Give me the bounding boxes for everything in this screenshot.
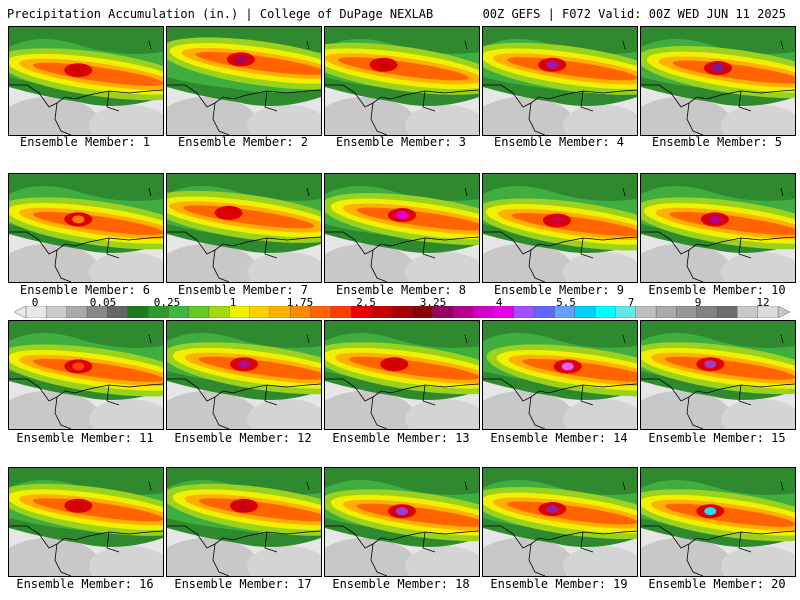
member-label: Ensemble Member: 8	[335, 283, 467, 297]
colorbar-segment	[330, 306, 352, 318]
ensemble-member-panel	[8, 173, 164, 283]
colorbar-segment	[655, 306, 677, 318]
member-label: Ensemble Member: 13	[332, 431, 470, 445]
colorbar-segment	[635, 306, 657, 318]
ensemble-member-panel	[324, 467, 480, 577]
colorbar-segment	[513, 306, 535, 318]
colorbar-segment	[533, 306, 555, 318]
run-valid-time: 00Z GEFS | F072 Valid: 00Z WED JUN 11 20…	[482, 7, 786, 21]
colorbar-tick-label: 2.5	[356, 296, 376, 309]
ensemble-member-panel	[166, 173, 322, 283]
colorbar-tick-label: 9	[694, 296, 702, 309]
member-label: Ensemble Member: 14	[490, 431, 628, 445]
colorbar-tick-label: 3.25	[419, 296, 447, 309]
colorbar-right-arrow	[777, 306, 790, 318]
member-label: Ensemble Member: 2	[177, 135, 309, 149]
colorbar-segment	[574, 306, 596, 318]
colorbar-segment	[66, 306, 88, 318]
member-label: Ensemble Member: 19	[490, 577, 628, 591]
member-label: Ensemble Member: 7	[177, 283, 309, 297]
member-label: Ensemble Member: 18	[332, 577, 470, 591]
ensemble-member-panel	[640, 26, 796, 136]
ensemble-member-panel	[166, 26, 322, 136]
colorbar-segment	[127, 306, 149, 318]
colorbar-segment	[310, 306, 332, 318]
colorbar-segment	[594, 306, 616, 318]
ensemble-member-panel	[166, 467, 322, 577]
member-label: Ensemble Member: 3	[335, 135, 467, 149]
colorbar-segment	[737, 306, 759, 318]
member-label: Ensemble Member: 9	[493, 283, 625, 297]
chart-title: Precipitation Accumulation (in.) | Colle…	[7, 7, 434, 21]
colorbar-segment	[249, 306, 271, 318]
ensemble-member-panel	[482, 467, 638, 577]
colorbar-tick-label: 0.05	[89, 296, 117, 309]
ensemble-member-panel	[8, 320, 164, 430]
colorbar-segment	[716, 306, 738, 318]
colorbar-tick-label: 5.5	[556, 296, 576, 309]
ensemble-member-panel	[8, 467, 164, 577]
member-label: Ensemble Member: 4	[493, 135, 625, 149]
ensemble-member-panel	[482, 320, 638, 430]
ensemble-member-panel	[482, 173, 638, 283]
colorbar-segment	[46, 306, 68, 318]
member-label: Ensemble Member: 11	[16, 431, 154, 445]
member-label: Ensemble Member: 10	[648, 283, 786, 297]
ensemble-member-panel	[166, 320, 322, 430]
ensemble-member-panel	[640, 320, 796, 430]
member-label: Ensemble Member: 6	[19, 283, 151, 297]
colorbar	[14, 306, 790, 318]
member-label: Ensemble Member: 17	[174, 577, 312, 591]
colorbar-left-arrow	[14, 306, 27, 318]
ensemble-member-panel	[324, 320, 480, 430]
colorbar-segment	[208, 306, 230, 318]
colorbar-tick-label: 1.75	[286, 296, 314, 309]
colorbar-tick-label: 1	[229, 296, 237, 309]
colorbar-tick-label: 7	[627, 296, 635, 309]
colorbar-segment	[188, 306, 210, 318]
ensemble-member-panel	[482, 26, 638, 136]
ensemble-member-panel	[8, 26, 164, 136]
ensemble-member-panel	[324, 173, 480, 283]
ensemble-member-panel	[324, 26, 480, 136]
member-label: Ensemble Member: 16	[16, 577, 154, 591]
ensemble-member-panel	[640, 467, 796, 577]
colorbar-segment	[472, 306, 494, 318]
colorbar-tick-label: 12	[756, 296, 770, 309]
ensemble-member-panel	[640, 173, 796, 283]
member-label: Ensemble Member: 20	[648, 577, 786, 591]
colorbar-tick-label: 0	[31, 296, 39, 309]
member-label: Ensemble Member: 15	[648, 431, 786, 445]
colorbar-segment	[391, 306, 413, 318]
colorbar-tick-label: 4	[495, 296, 503, 309]
member-label: Ensemble Member: 5	[651, 135, 783, 149]
member-label: Ensemble Member: 12	[174, 431, 312, 445]
colorbar-tick-label: 0.25	[153, 296, 181, 309]
colorbar-segment	[452, 306, 474, 318]
member-label: Ensemble Member: 1	[19, 135, 151, 149]
